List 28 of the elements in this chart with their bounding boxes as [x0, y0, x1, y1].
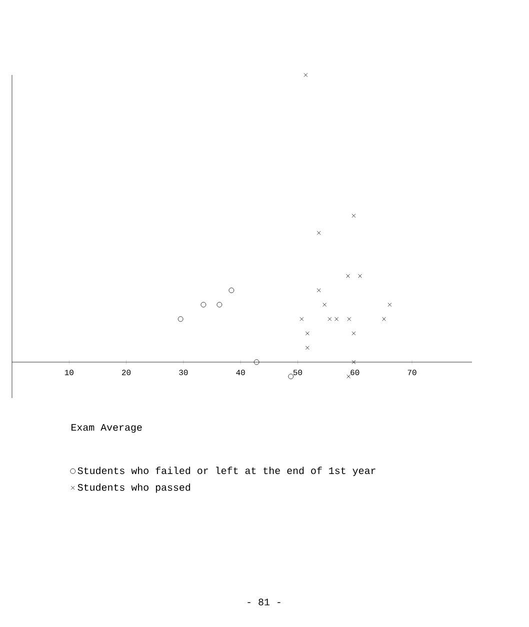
point	[322, 302, 327, 307]
point	[328, 317, 332, 321]
legend-label: Students who passed	[78, 483, 190, 493]
point	[352, 214, 356, 218]
point	[352, 331, 356, 336]
point	[358, 274, 362, 278]
point	[382, 317, 386, 321]
text: - 81 -	[248, 598, 280, 606]
point	[347, 317, 352, 321]
point	[334, 317, 339, 321]
point	[200, 302, 206, 308]
point	[346, 374, 351, 378]
point	[316, 288, 321, 292]
point	[254, 359, 260, 365]
point	[316, 230, 321, 235]
point	[305, 331, 310, 336]
point	[300, 317, 304, 321]
point	[352, 360, 356, 364]
legend-label: Students who failed or left at the end of 1st year	[78, 466, 376, 476]
point	[304, 73, 308, 77]
point	[305, 346, 310, 350]
point	[388, 302, 392, 307]
point	[346, 274, 350, 278]
point	[228, 288, 234, 294]
x-axis-title: Exam Average	[72, 424, 142, 433]
point	[288, 374, 294, 380]
point	[216, 302, 222, 308]
point	[178, 316, 184, 322]
